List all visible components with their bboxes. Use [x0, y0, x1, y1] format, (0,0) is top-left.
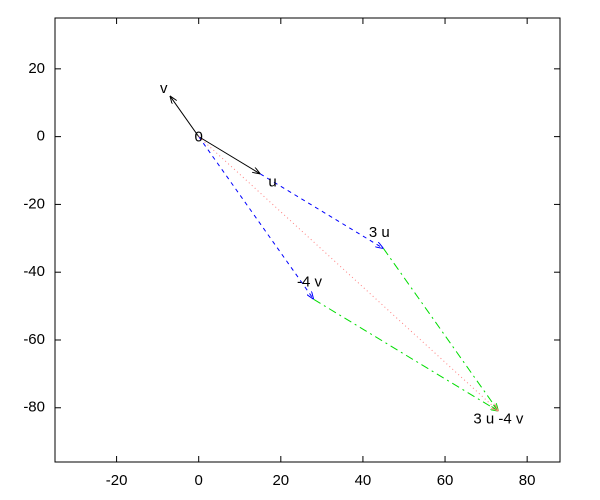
y-tick-label: -20 — [23, 195, 45, 212]
point-label: 3 u -4 v — [473, 411, 524, 428]
point-label: 3 u — [369, 224, 390, 241]
point-label: v — [160, 80, 168, 97]
point-label: u — [268, 173, 276, 190]
x-tick-label: 20 — [272, 472, 289, 489]
x-tick-label: 60 — [437, 472, 454, 489]
x-tick-label: 80 — [519, 472, 536, 489]
vector-arrow — [313, 298, 499, 411]
x-tick-label: 0 — [195, 472, 203, 489]
y-tick-label: 0 — [37, 128, 45, 145]
y-tick-label: -60 — [23, 331, 45, 348]
x-tick-label: -20 — [106, 472, 128, 489]
vector-arrow — [198, 136, 314, 300]
x-tick-label: 40 — [355, 472, 372, 489]
y-tick-label: 20 — [28, 60, 45, 77]
point-label: -4 v — [297, 273, 323, 290]
vector-arrow — [198, 136, 499, 412]
vector-arrow — [198, 136, 261, 174]
y-tick-label: -40 — [23, 263, 45, 280]
y-tick-label: -80 — [23, 399, 45, 416]
plot-frame — [54, 17, 561, 463]
vector-arrow — [170, 96, 200, 137]
point-label: 0 — [195, 129, 203, 146]
vector-arrow — [260, 173, 383, 249]
vector-arrow — [383, 248, 498, 411]
